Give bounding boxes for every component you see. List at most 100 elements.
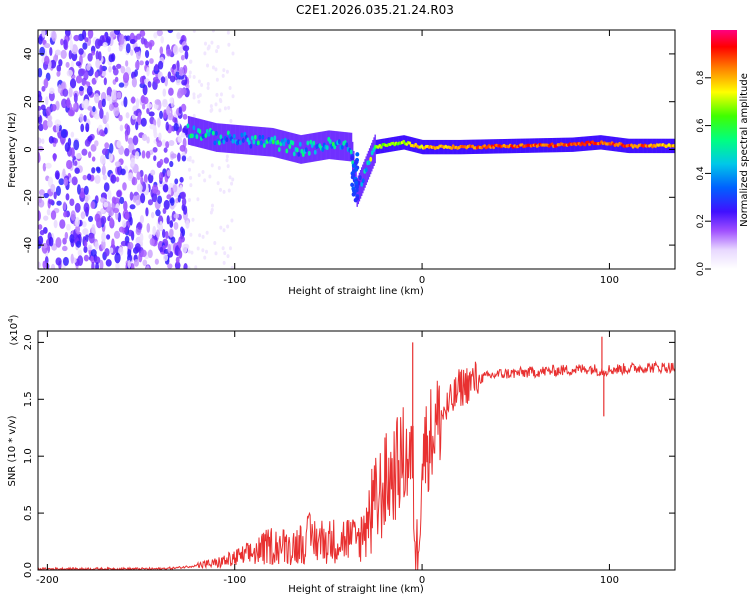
noise-blob (173, 222, 179, 230)
noise-blob (216, 181, 220, 186)
noise-blob (83, 185, 89, 195)
ridge-halo (221, 123, 224, 153)
noise-blob (189, 59, 193, 64)
noise-blob (84, 98, 90, 108)
noise-blob (139, 232, 144, 243)
spectrogram-data (38, 30, 675, 269)
noise-blob (109, 247, 114, 254)
x-tick-label: 100 (600, 575, 619, 586)
noise-blob (222, 68, 226, 73)
ridge-halo (292, 133, 294, 162)
snr-y-axis: 0.0 0.5 1.0 1.5 2.0 (23, 334, 675, 578)
colorbar: 0.0 0.2 0.4 0.6 0.8 Normalized spectral ampl… (696, 30, 750, 276)
noise-blob (102, 174, 108, 181)
noise-blob (85, 122, 90, 133)
noise-blob (215, 49, 219, 54)
ridge-halo (214, 122, 217, 152)
noise-blob (227, 42, 231, 47)
noise-blob (189, 183, 193, 188)
noise-blob (167, 30, 174, 34)
ridge-core (360, 181, 364, 187)
ridge-core (295, 147, 299, 153)
noise-blob (139, 214, 145, 224)
noise-blob (179, 184, 183, 194)
noise-blob (112, 67, 119, 76)
noise-blob (150, 211, 155, 219)
ridge-halo (189, 116, 191, 146)
noise-blob (81, 30, 87, 40)
noise-blob (180, 226, 184, 234)
ridge-core (231, 138, 235, 144)
noise-blob (38, 146, 44, 152)
noise-blob (215, 77, 219, 82)
noise-blob (185, 220, 190, 229)
noise-blob (172, 184, 178, 193)
noise-blob (46, 208, 51, 216)
noise-blob (214, 102, 218, 107)
noise-blob (230, 218, 234, 223)
x-tick-label: 100 (600, 275, 619, 286)
noise-blob (142, 259, 148, 267)
ridge-core (583, 143, 587, 147)
noise-blob (90, 144, 97, 152)
noise-blob (62, 201, 67, 211)
noise-blob (75, 61, 82, 67)
noise-blob (147, 173, 154, 184)
y-tick-label: -20 (23, 189, 34, 205)
noise-blob (225, 154, 229, 159)
noise-blob (131, 114, 136, 120)
noise-blob (43, 77, 49, 89)
noise-blob (130, 49, 134, 56)
noise-blob (115, 63, 122, 69)
noise-blob (201, 234, 205, 239)
noise-blob (145, 207, 149, 217)
snr-y-label: SNR (10 * v/v) (7, 415, 18, 486)
noise-blob (206, 63, 210, 68)
noise-blob (62, 88, 69, 97)
snr-x-axis: -200 -100 0 100 (36, 331, 619, 586)
noise-blob (38, 137, 42, 144)
ridge-halo (371, 142, 373, 172)
noise-blob (39, 46, 46, 57)
noise-blob (188, 167, 192, 172)
noise-blob (228, 175, 232, 180)
ridge-halo (194, 117, 197, 147)
noise-blob (192, 30, 196, 33)
noise-blob (174, 261, 181, 269)
noise-blob (50, 263, 56, 269)
ridge-halo (248, 125, 250, 155)
noise-blob (169, 97, 174, 104)
noise-blob (118, 226, 125, 233)
noise-blob (101, 148, 109, 156)
noise-blob (75, 153, 82, 159)
noise-blob (159, 46, 164, 55)
ridge-core (285, 148, 289, 154)
noise-blob (91, 261, 95, 269)
noise-blob (95, 58, 101, 69)
noise-blob (88, 233, 95, 244)
noise-blob (52, 153, 57, 162)
noise-blob (131, 176, 138, 186)
multiplier-exponent: 4 (7, 318, 15, 323)
ridge-core (325, 145, 329, 151)
noise-blob (140, 117, 147, 127)
noise-blob (94, 174, 101, 184)
noise-blob (56, 64, 62, 72)
noise-blob (136, 33, 142, 40)
noise-blob (169, 160, 174, 168)
noise-blob (111, 89, 118, 101)
noise-blob (65, 61, 70, 68)
noise-blob (133, 46, 141, 52)
ridge-core (253, 134, 257, 140)
noise-blob (51, 30, 57, 42)
noise-blob (42, 260, 47, 269)
noise-blob (101, 239, 106, 250)
noise-blob (94, 38, 101, 49)
ridge-halo (258, 126, 261, 156)
ridge-halo (302, 134, 304, 164)
noise-blob (118, 114, 123, 122)
ridge-core (309, 139, 313, 145)
noise-blob (165, 231, 169, 239)
ridge-core (349, 149, 353, 155)
noise-blob (84, 196, 89, 203)
